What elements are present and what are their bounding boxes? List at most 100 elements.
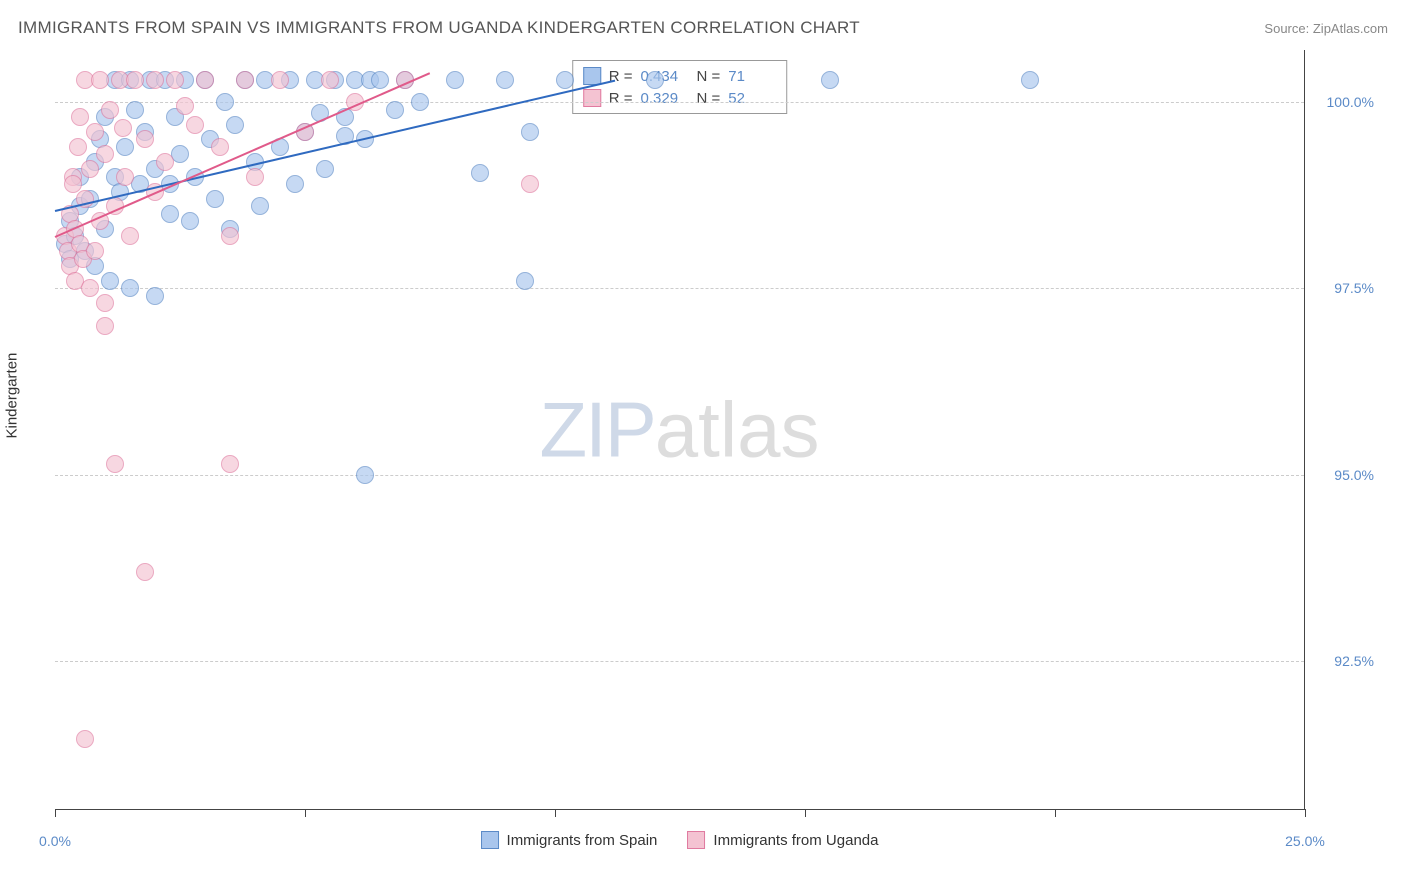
legend-swatch	[687, 831, 705, 849]
data-point	[96, 294, 114, 312]
data-point	[146, 71, 164, 89]
data-point	[316, 160, 334, 178]
legend-row: R =0.434N =71	[583, 65, 777, 87]
x-tick-mark	[305, 809, 306, 817]
x-tick-label: 25.0%	[1285, 833, 1325, 849]
legend-n-value: 71	[728, 68, 776, 85]
data-point	[71, 108, 89, 126]
legend-swatch	[481, 831, 499, 849]
x-tick-mark	[805, 809, 806, 817]
data-point	[186, 116, 204, 134]
data-point	[196, 71, 214, 89]
gridline-horizontal	[55, 288, 1304, 289]
data-point	[221, 455, 239, 473]
data-point	[271, 71, 289, 89]
legend-row: R = 0.329 N = 52	[583, 87, 777, 109]
data-point	[64, 175, 82, 193]
data-point	[76, 730, 94, 748]
correlation-legend: R =0.434N =71R =0.329N =52	[572, 60, 788, 114]
gridline-horizontal	[55, 102, 1304, 103]
legend-n-label: N =	[697, 68, 721, 85]
data-point	[86, 123, 104, 141]
data-point	[166, 71, 184, 89]
scatter-plot-area: ZIPatlas R =0.434N =71R =0.329N =52 Immi…	[55, 50, 1305, 810]
data-point	[411, 93, 429, 111]
y-axis-label: Kindergarten	[4, 353, 21, 439]
data-point	[116, 138, 134, 156]
data-point	[371, 71, 389, 89]
x-tick-mark	[55, 809, 56, 817]
watermark-atlas: atlas	[655, 385, 820, 473]
data-point	[146, 287, 164, 305]
data-point	[386, 101, 404, 119]
data-point	[446, 71, 464, 89]
x-tick-mark	[555, 809, 556, 817]
legend-r-label: R =	[609, 90, 633, 107]
data-point	[216, 93, 234, 111]
data-point	[101, 101, 119, 119]
data-point	[114, 119, 132, 137]
data-point	[69, 138, 87, 156]
source-link[interactable]: ZipAtlas.com	[1313, 21, 1388, 36]
chart-title: IMMIGRANTS FROM SPAIN VS IMMIGRANTS FROM…	[18, 18, 860, 38]
data-point	[521, 175, 539, 193]
data-point	[821, 71, 839, 89]
y-tick-label: 97.5%	[1314, 280, 1374, 296]
x-tick-label: 0.0%	[39, 833, 71, 849]
y-tick-label: 100.0%	[1314, 94, 1374, 110]
data-point	[321, 71, 339, 89]
legend-r-value: 0.329	[641, 90, 689, 107]
data-point	[496, 71, 514, 89]
data-point	[206, 190, 224, 208]
data-point	[126, 101, 144, 119]
legend-series-label: Immigrants from Spain	[507, 832, 658, 849]
data-point	[116, 168, 134, 186]
y-tick-label: 92.5%	[1314, 653, 1374, 669]
title-bar: IMMIGRANTS FROM SPAIN VS IMMIGRANTS FROM…	[18, 18, 1388, 38]
data-point	[246, 168, 264, 186]
data-point	[181, 212, 199, 230]
data-point	[1021, 71, 1039, 89]
x-tick-mark	[1055, 809, 1056, 817]
data-point	[286, 175, 304, 193]
legend-item: Immigrants from Uganda	[687, 831, 878, 849]
data-point	[161, 205, 179, 223]
data-point	[136, 563, 154, 581]
legend-n-value: 52	[728, 90, 776, 107]
data-point	[126, 71, 144, 89]
data-point	[211, 138, 229, 156]
data-point	[136, 130, 154, 148]
data-point	[101, 272, 119, 290]
gridline-horizontal	[55, 661, 1304, 662]
legend-item: Immigrants from Spain	[481, 831, 658, 849]
data-point	[156, 153, 174, 171]
legend-series-label: Immigrants from Uganda	[713, 832, 878, 849]
x-tick-mark	[1305, 809, 1306, 817]
data-point	[106, 455, 124, 473]
watermark-zip: ZIP	[539, 385, 654, 473]
legend-n-label: N =	[697, 90, 721, 107]
source-attribution: Source: ZipAtlas.com	[1264, 21, 1388, 36]
data-point	[81, 279, 99, 297]
y-tick-label: 95.0%	[1314, 467, 1374, 483]
data-point	[221, 227, 239, 245]
data-point	[86, 242, 104, 260]
data-point	[226, 116, 244, 134]
data-point	[556, 71, 574, 89]
data-point	[121, 279, 139, 297]
data-point	[81, 160, 99, 178]
source-label: Source:	[1264, 21, 1309, 36]
data-point	[236, 71, 254, 89]
data-point	[91, 71, 109, 89]
gridline-horizontal	[55, 475, 1304, 476]
data-point	[176, 97, 194, 115]
legend-swatch	[583, 89, 601, 107]
data-point	[96, 317, 114, 335]
data-point	[516, 272, 534, 290]
data-point	[356, 466, 374, 484]
legend-swatch	[583, 67, 601, 85]
data-point	[646, 71, 664, 89]
data-point	[521, 123, 539, 141]
series-legend: Immigrants from Spain Immigrants from Uga…	[481, 831, 879, 849]
data-point	[251, 197, 269, 215]
